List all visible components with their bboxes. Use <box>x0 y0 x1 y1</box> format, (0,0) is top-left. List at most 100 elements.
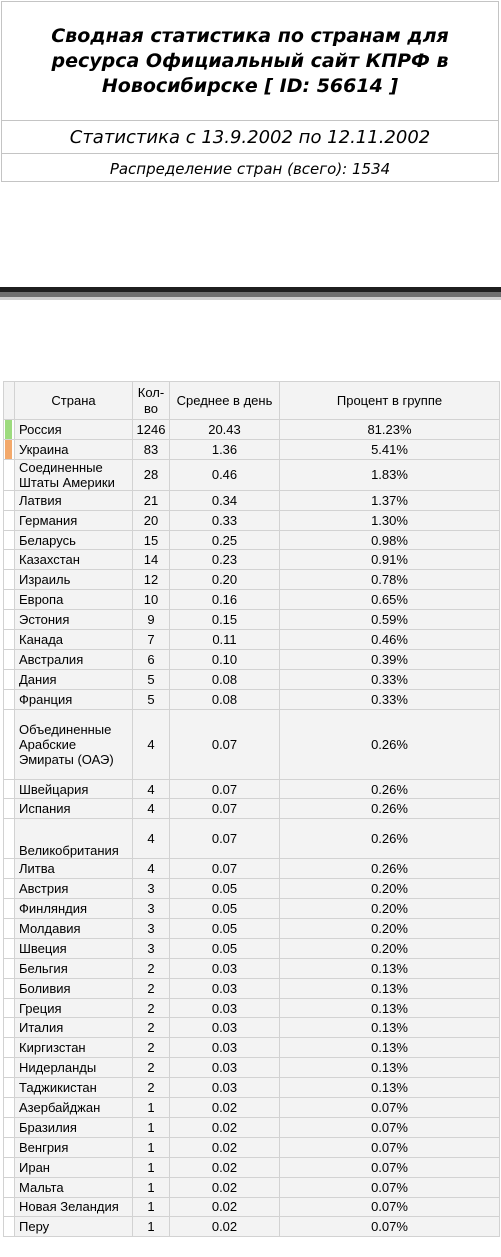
row-color-marker <box>3 419 15 440</box>
row-color-marker <box>3 918 15 939</box>
pct-cell: 0.33% <box>279 688 500 710</box>
avg-cell: 0.07 <box>169 778 280 800</box>
count-cell: 1 <box>132 1176 170 1198</box>
avg-cell: 0.11 <box>169 629 280 650</box>
row-color-marker <box>3 438 15 460</box>
avg-cell: 1.36 <box>169 438 280 460</box>
count-cell: 1 <box>132 1097 170 1118</box>
pct-cell: 0.13% <box>279 1077 500 1099</box>
row-color-marker <box>3 898 15 920</box>
count-cell: 5 <box>132 668 170 690</box>
country-cell: Объединенные Арабские Эмираты (ОАЭ) <box>14 708 133 780</box>
count-cell: 15 <box>132 529 170 551</box>
count-cell: 4 <box>132 778 170 800</box>
avg-cell: 0.02 <box>169 1156 280 1178</box>
table-row: Франция 5 0.08 0.33% <box>3 688 500 710</box>
count-cell: 1 <box>132 1156 170 1178</box>
pct-cell: 0.13% <box>279 1037 500 1059</box>
count-cell: 3 <box>132 937 170 959</box>
table-row: Объединенные Арабские Эмираты (ОАЭ) 4 0.07… <box>3 708 500 780</box>
row-color-marker <box>3 529 15 551</box>
country-cell: Испания <box>14 798 133 820</box>
pct-cell: 0.07% <box>279 1216 500 1238</box>
country-cell: Таджикистан <box>14 1077 133 1099</box>
avg-cell: 0.33 <box>169 509 280 531</box>
row-color-marker <box>3 1176 15 1198</box>
table-row: Великобритания 4 0.07 0.26% <box>3 818 500 860</box>
avg-cell: 0.07 <box>169 798 280 820</box>
avg-cell: 0.15 <box>169 609 280 631</box>
country-cell: Франция <box>14 688 133 710</box>
pct-cell: 0.91% <box>279 549 500 571</box>
country-cell: Боливия <box>14 977 133 999</box>
count-cell: 4 <box>132 708 170 780</box>
row-color-marker <box>3 549 15 571</box>
pct-cell: 0.07% <box>279 1097 500 1118</box>
count-cell: 3 <box>132 898 170 920</box>
country-cell: Перу <box>14 1216 133 1238</box>
row-color-marker <box>3 977 15 999</box>
pct-cell: 0.07% <box>279 1196 500 1218</box>
count-cell: 28 <box>132 458 170 491</box>
count-cell: 6 <box>132 648 170 670</box>
pct-cell: 0.26% <box>279 858 500 880</box>
country-cell: Латвия <box>14 489 133 511</box>
country-cell: Бельгия <box>14 957 133 979</box>
count-cell: 20 <box>132 509 170 531</box>
avg-cell: 0.07 <box>169 708 280 780</box>
pct-cell: 0.07% <box>279 1116 500 1138</box>
table-header-row: Страна Кол-во Среднее в день Процент в г… <box>3 381 500 420</box>
avg-cell: 20.43 <box>169 419 280 440</box>
table-row: Бразилия 1 0.02 0.07% <box>3 1116 500 1138</box>
count-cell: 14 <box>132 549 170 571</box>
report-distribution: Распределение стран (всего): 1534 <box>2 153 498 183</box>
count-cell: 2 <box>132 957 170 979</box>
country-cell: Нидерланды <box>14 1057 133 1079</box>
table-row: Азербайджан 1 0.02 0.07% <box>3 1097 500 1118</box>
table-row: Дания 5 0.08 0.33% <box>3 668 500 690</box>
count-cell: 3 <box>132 918 170 939</box>
pct-cell: 0.20% <box>279 878 500 900</box>
country-cell: Швейцария <box>14 778 133 800</box>
avg-cell: 0.02 <box>169 1136 280 1158</box>
pct-cell: 0.13% <box>279 1017 500 1039</box>
row-color-marker <box>3 458 15 491</box>
table-row: Эстония 9 0.15 0.59% <box>3 609 500 631</box>
pct-cell: 0.26% <box>279 708 500 780</box>
pct-cell: 0.20% <box>279 918 500 939</box>
table-row: Бельгия 2 0.03 0.13% <box>3 957 500 979</box>
count-cell: 3 <box>132 878 170 900</box>
avg-cell: 0.08 <box>169 668 280 690</box>
table-row: Израиль 12 0.20 0.78% <box>3 569 500 591</box>
table-row: Иран 1 0.02 0.07% <box>3 1156 500 1178</box>
count-cell: 83 <box>132 438 170 460</box>
table-row: Мальта 1 0.02 0.07% <box>3 1176 500 1198</box>
country-cell: Мальта <box>14 1176 133 1198</box>
row-color-marker <box>3 1136 15 1158</box>
row-color-marker <box>3 1057 15 1079</box>
row-color-marker <box>3 997 15 1019</box>
count-cell: 1 <box>132 1196 170 1218</box>
avg-cell: 0.05 <box>169 878 280 900</box>
section-divider <box>0 287 501 302</box>
avg-cell: 0.02 <box>169 1116 280 1138</box>
avg-cell: 0.23 <box>169 549 280 571</box>
pct-cell: 1.37% <box>279 489 500 511</box>
row-color-marker <box>3 569 15 591</box>
count-cell: 1246 <box>132 419 170 440</box>
pct-cell: 0.78% <box>279 569 500 591</box>
table-row: Швейцария 4 0.07 0.26% <box>3 778 500 800</box>
country-cell: Венгрия <box>14 1136 133 1158</box>
count-cell: 4 <box>132 798 170 820</box>
country-cell: Европа <box>14 589 133 611</box>
avg-cell: 0.03 <box>169 997 280 1019</box>
country-cell: Соединенные Штаты Америки <box>14 458 133 491</box>
table-row: Молдавия 3 0.05 0.20% <box>3 918 500 939</box>
count-cell: 10 <box>132 589 170 611</box>
country-cell: Азербайджан <box>14 1097 133 1118</box>
count-cell: 2 <box>132 1017 170 1039</box>
avg-cell: 0.02 <box>169 1196 280 1218</box>
country-cell: Иран <box>14 1156 133 1178</box>
count-cell: 7 <box>132 629 170 650</box>
avg-cell: 0.05 <box>169 918 280 939</box>
